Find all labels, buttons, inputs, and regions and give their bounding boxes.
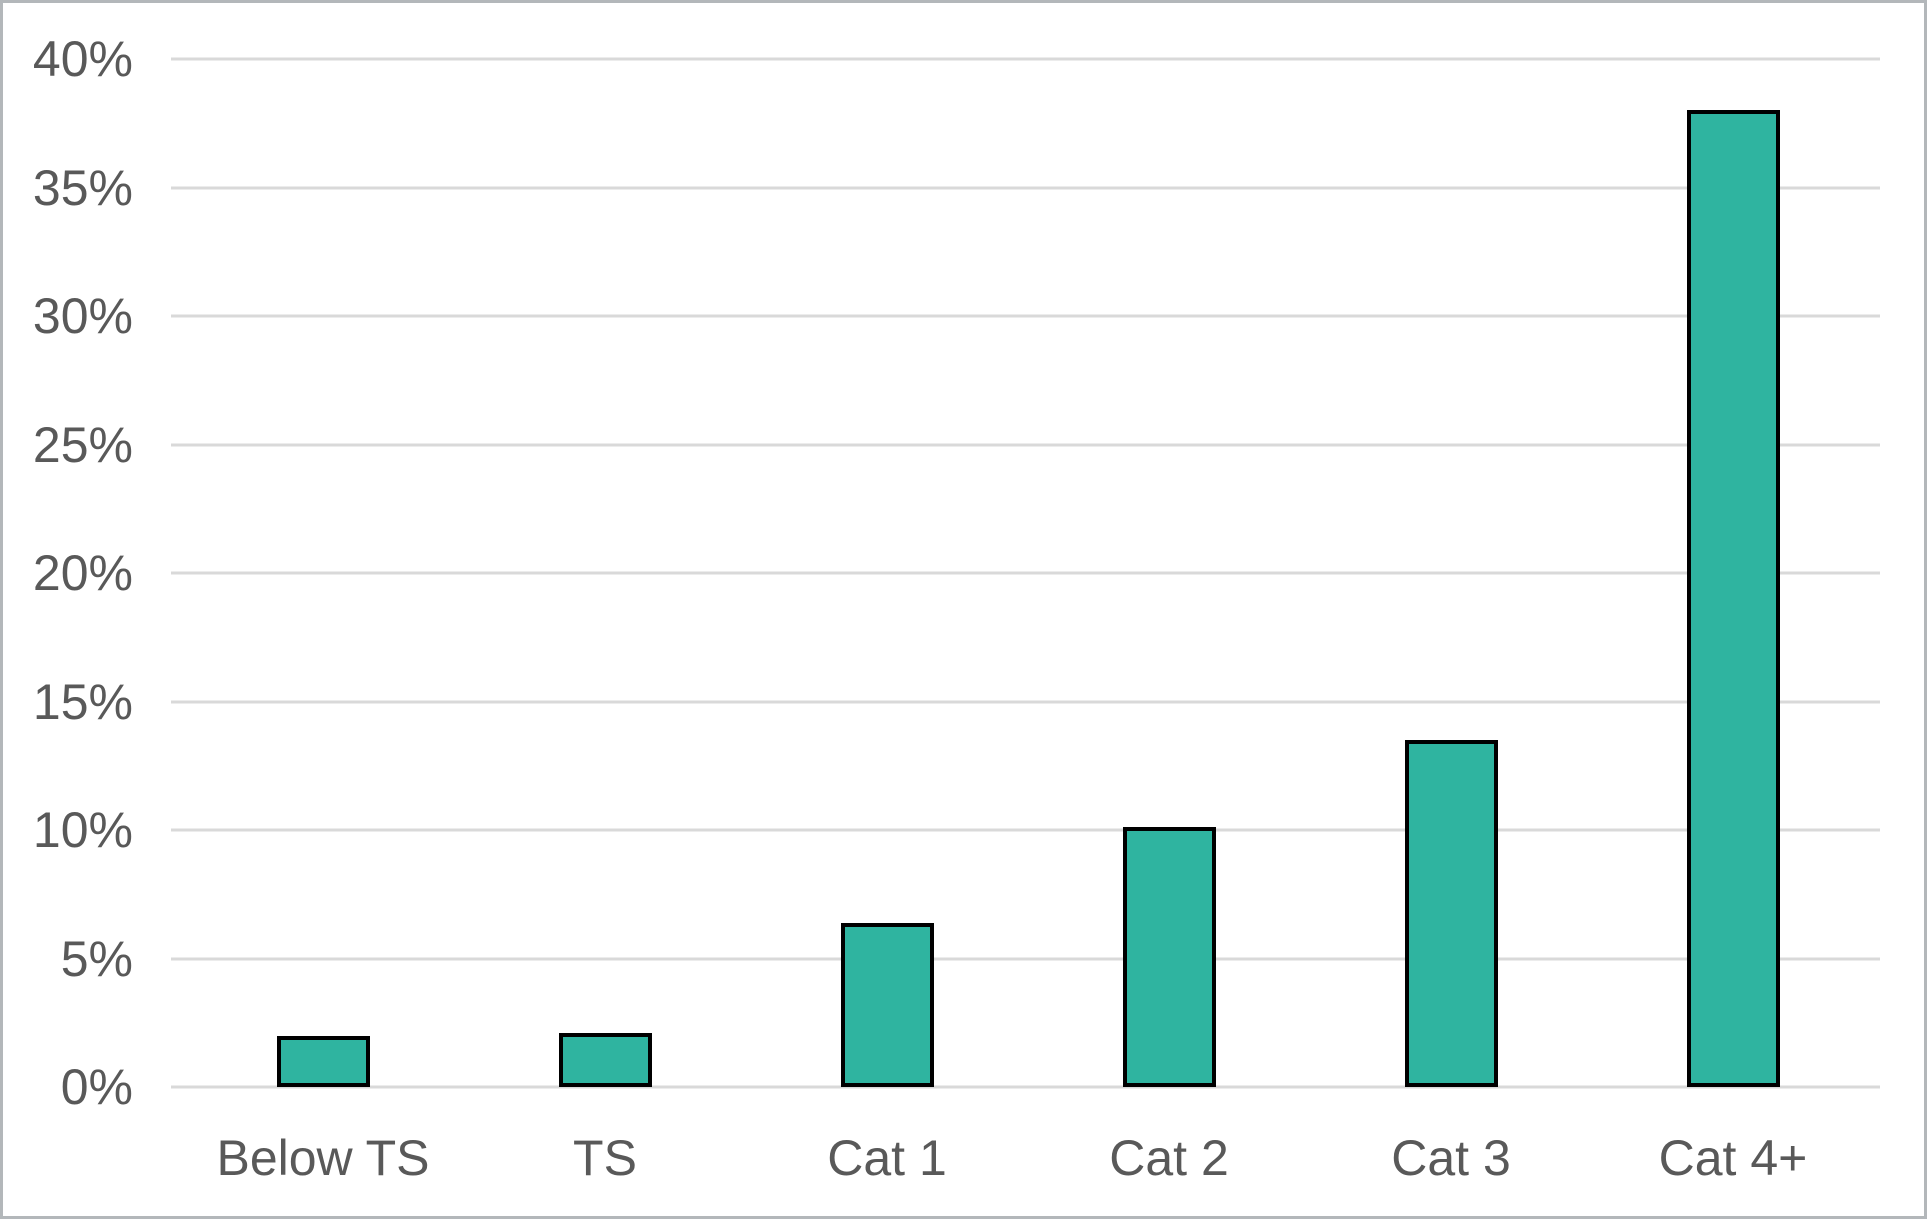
gridline-10 <box>171 828 1880 832</box>
y-tick-label-25: 25% <box>32 416 133 473</box>
bar-cat-4- <box>1686 110 1780 1087</box>
gridline-30 <box>171 314 1880 318</box>
bar-below-ts <box>276 1035 370 1087</box>
y-tick-label-40: 40% <box>32 31 133 87</box>
gridline-15 <box>171 700 1880 703</box>
bar-ts <box>558 1033 652 1087</box>
gridline-35 <box>171 186 1880 189</box>
gridline-20 <box>171 571 1880 575</box>
y-tick-label-20: 20% <box>32 545 133 601</box>
bar-cat-1 <box>840 922 934 1087</box>
x-tick-label-ts: TS <box>573 1130 637 1186</box>
x-tick-label-cat-1: Cat 1 <box>827 1130 947 1186</box>
gridline-5 <box>171 957 1880 960</box>
y-tick-label-35: 35% <box>32 159 133 216</box>
gridline-40 <box>171 57 1880 61</box>
bar-cat-3 <box>1404 740 1498 1087</box>
y-tick-label-10: 10% <box>32 802 133 858</box>
x-tick-label-below-ts: Below TS <box>216 1130 430 1186</box>
y-tick-label-30: 30% <box>32 288 133 344</box>
bar-cat-2 <box>1122 827 1216 1087</box>
x-tick-label-cat-4-: Cat 4+ <box>1658 1130 1808 1186</box>
y-tick-label-5: 5% <box>60 930 133 987</box>
gridline-25 <box>171 443 1880 446</box>
y-tick-label-15: 15% <box>32 673 133 730</box>
gridline-0 <box>171 1085 1880 1089</box>
y-tick-label-0: 0% <box>60 1059 133 1115</box>
x-tick-label-cat-3: Cat 3 <box>1391 1130 1511 1186</box>
plot-area <box>171 57 1880 1089</box>
x-tick-label-cat-2: Cat 2 <box>1109 1130 1229 1186</box>
